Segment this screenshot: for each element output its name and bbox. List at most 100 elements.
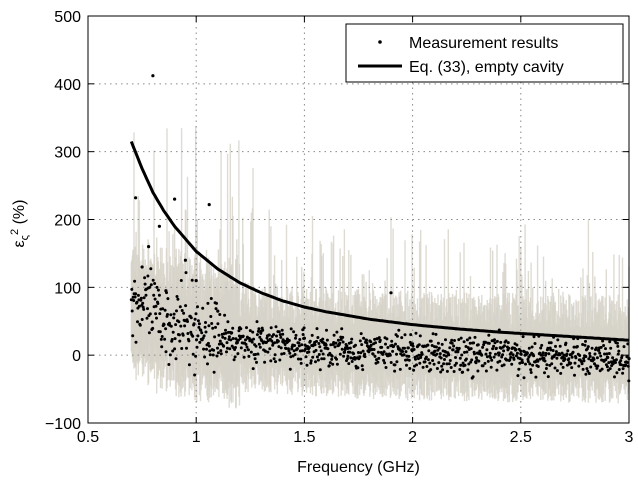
measurement-point — [463, 350, 466, 354]
measurement-point — [450, 338, 454, 342]
measurement-point — [407, 358, 411, 362]
measurement-point — [347, 362, 351, 366]
measurement-point — [466, 368, 470, 372]
measurement-point — [166, 297, 170, 301]
measurement-point — [583, 343, 587, 347]
measurement-point — [411, 342, 415, 346]
measurement-point — [403, 346, 406, 350]
measurement-point — [560, 351, 564, 355]
measurement-point — [474, 361, 478, 365]
measurement-point — [155, 285, 159, 289]
measurement-point — [613, 375, 616, 379]
x-tick-label: 3 — [625, 429, 634, 446]
measurement-point — [485, 355, 489, 359]
measurement-point — [288, 367, 292, 371]
measurement-point — [195, 345, 199, 349]
measurement-point — [187, 339, 191, 343]
measurement-point — [142, 307, 146, 311]
measurement-point — [590, 346, 594, 350]
measurement-point — [256, 352, 260, 356]
measurement-point — [157, 293, 161, 297]
measurement-point — [153, 282, 157, 285]
measurement-point — [198, 340, 202, 344]
measurement-point — [162, 323, 166, 326]
measurement-point — [147, 245, 151, 249]
measurement-point — [408, 367, 412, 370]
measurement-point — [473, 335, 477, 339]
measurement-point — [604, 358, 608, 362]
measurement-point — [367, 349, 371, 353]
measurement-point — [144, 293, 148, 297]
measurement-point — [315, 355, 319, 359]
measurement-point — [289, 355, 293, 359]
measurement-point — [212, 370, 216, 374]
measurement-point — [257, 327, 261, 331]
measurement-point — [349, 356, 353, 360]
measurement-point — [485, 348, 489, 352]
measurement-point — [151, 74, 155, 78]
measurement-point — [414, 357, 417, 361]
measurement-point — [244, 342, 248, 346]
measurement-point — [292, 349, 296, 353]
measurement-point — [521, 361, 525, 364]
measurement-point — [149, 283, 153, 287]
measurement-point — [599, 345, 603, 349]
measurement-point — [386, 346, 390, 349]
measurement-point — [178, 305, 182, 309]
measurement-point — [211, 326, 215, 330]
measurement-point — [428, 361, 432, 365]
measurement-point — [460, 353, 464, 357]
measurement-point — [244, 338, 247, 342]
measurement-point — [601, 339, 605, 343]
x-axis-label: Frequency (GHz) — [297, 459, 420, 476]
measurement-point — [608, 340, 612, 344]
measurement-point — [278, 358, 282, 362]
measurement-point — [382, 350, 386, 354]
measurement-point — [158, 312, 162, 316]
measurement-point — [196, 319, 200, 323]
measurement-point — [349, 341, 353, 344]
measurement-point — [215, 354, 219, 358]
measurement-point — [207, 203, 211, 207]
measurement-point — [239, 346, 243, 350]
measurement-point — [554, 352, 558, 356]
measurement-point — [388, 353, 392, 357]
measurement-point — [407, 354, 411, 358]
measurement-point — [358, 339, 362, 343]
measurement-point — [451, 348, 455, 352]
measurement-point — [160, 345, 164, 349]
measurement-point — [527, 346, 531, 350]
measurement-point — [160, 335, 164, 338]
measurement-point — [141, 305, 145, 309]
measurement-point — [504, 339, 508, 343]
measurement-point — [329, 343, 333, 347]
measurement-point — [251, 367, 255, 371]
measurement-point — [279, 346, 283, 350]
measurement-point — [163, 308, 167, 312]
measurement-point — [296, 357, 300, 361]
measurement-point — [607, 352, 611, 355]
measurement-point — [154, 304, 158, 308]
measurement-point — [179, 279, 183, 282]
measurement-point — [622, 345, 626, 349]
measurement-point — [216, 351, 220, 355]
measurement-point — [214, 307, 218, 311]
measurement-point — [254, 353, 257, 356]
measurement-point — [359, 332, 363, 336]
measurement-point — [258, 345, 262, 349]
measurement-point — [594, 346, 598, 350]
measurement-point — [385, 337, 389, 341]
measurement-point — [359, 351, 363, 355]
measurement-point — [607, 361, 611, 365]
measurement-point — [172, 312, 176, 316]
measurement-point — [212, 348, 216, 352]
measurement-point — [365, 341, 369, 345]
measurement-point — [182, 311, 186, 315]
measurement-point — [307, 350, 311, 354]
measurement-point — [493, 341, 497, 345]
measurement-point — [204, 321, 207, 324]
measurement-point — [517, 367, 521, 371]
measurement-point — [135, 300, 139, 304]
measurement-point — [575, 345, 579, 348]
